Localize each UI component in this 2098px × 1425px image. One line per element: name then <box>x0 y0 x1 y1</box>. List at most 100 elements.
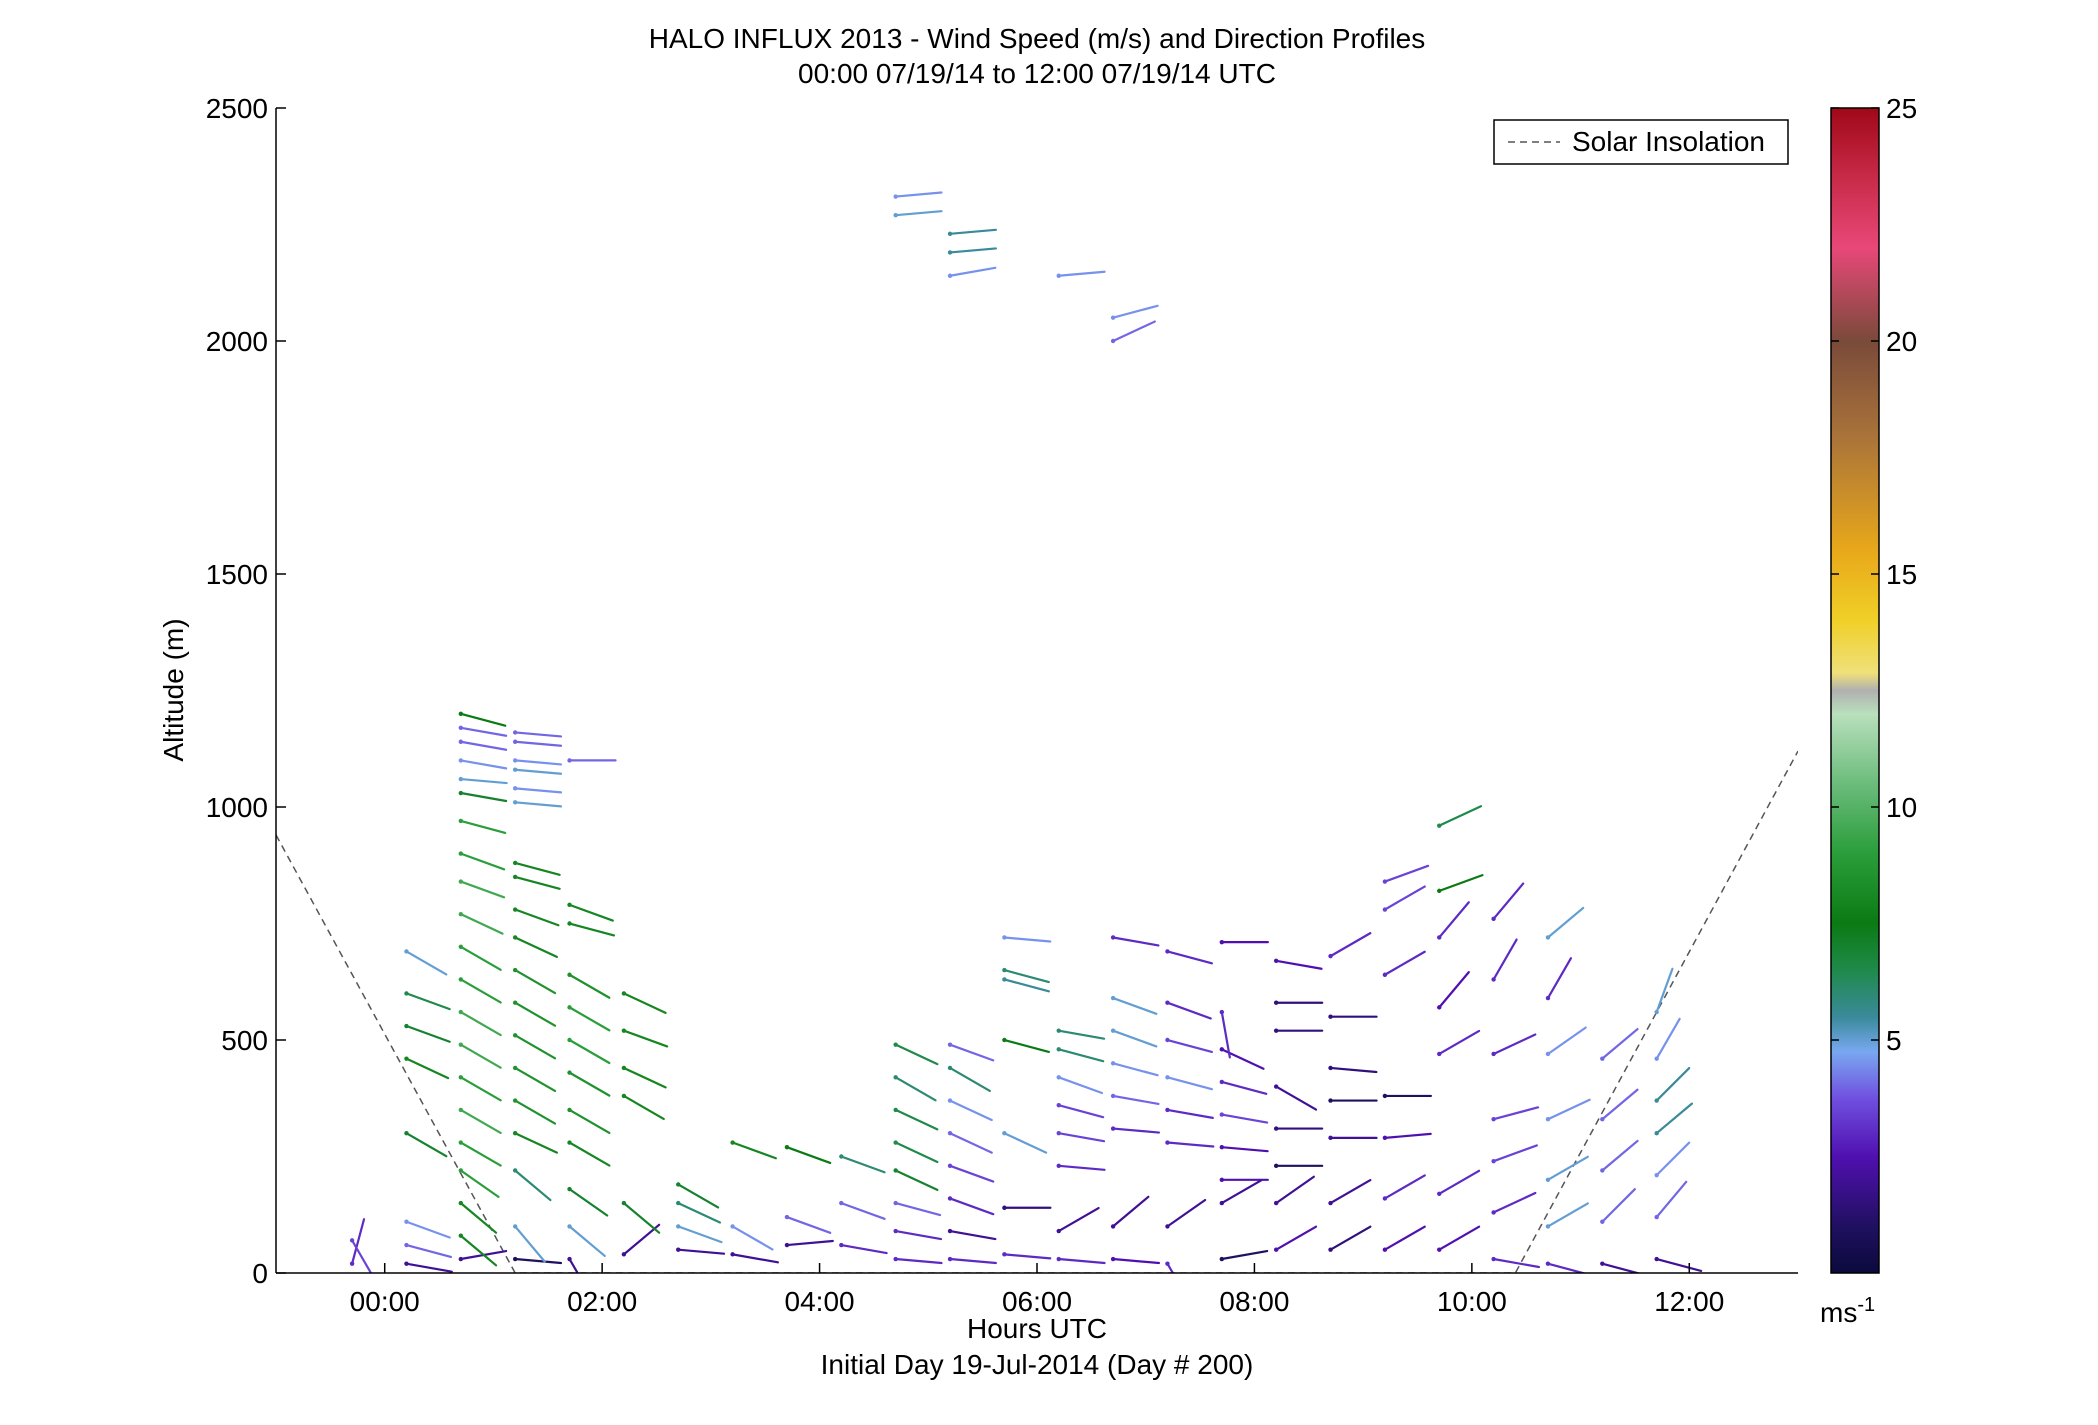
wind-vector-origin <box>458 1140 464 1145</box>
wind-vector-origin <box>1328 1200 1333 1206</box>
wind-vector <box>677 1183 720 1209</box>
colorbar <box>1830 107 1880 1274</box>
wind-vector <box>948 1197 995 1216</box>
wind-vector-origin <box>458 818 464 824</box>
wind-vector <box>894 191 943 198</box>
wind-vector <box>459 712 507 727</box>
wind-vector <box>405 992 451 1011</box>
wind-vector-origin <box>621 1252 627 1257</box>
wind-vector-origin <box>1545 935 1551 940</box>
wind-vector-origin <box>893 1075 898 1080</box>
wind-vector <box>1601 1139 1639 1172</box>
wind-vector <box>894 1108 939 1131</box>
wind-vector-origin <box>1273 1200 1279 1206</box>
wind-vector-origin <box>458 776 464 782</box>
wind-vector-origin <box>1056 1028 1061 1033</box>
wind-vector <box>405 1024 451 1043</box>
wind-vector-origin <box>1600 1168 1605 1173</box>
y-tick-label: 2500 <box>206 93 268 124</box>
wind-vector <box>1220 1249 1269 1261</box>
wind-vector-origin <box>567 1070 572 1075</box>
wind-vector-origin <box>1491 977 1496 982</box>
wind-vector <box>459 978 502 1004</box>
wind-vector <box>1438 805 1483 827</box>
wind-vector-origin <box>567 921 572 926</box>
wind-vector <box>1438 971 1470 1009</box>
wind-vector <box>894 210 943 217</box>
wind-vector-origin <box>567 1005 572 1010</box>
wind-vector-origin <box>947 1098 953 1103</box>
wind-vector-origin <box>1328 953 1333 959</box>
wind-vector <box>459 945 502 971</box>
wind-vector-origin <box>404 1261 409 1266</box>
wind-vector-origin <box>839 1154 844 1159</box>
wind-vector <box>1601 1027 1639 1060</box>
wind-vector-origin <box>839 1242 844 1248</box>
wind-vector <box>1220 1146 1269 1153</box>
wind-vector-origin <box>512 767 518 772</box>
colorbar-tick-label: 10 <box>1886 792 1917 823</box>
wind-vector <box>459 1010 502 1037</box>
wind-vector-origin <box>1654 1009 1659 1015</box>
wind-vector <box>1383 864 1430 883</box>
wind-vector-origin <box>1219 1009 1225 1015</box>
wind-vector-origin <box>458 725 464 730</box>
wind-vector-origin <box>1654 1098 1659 1103</box>
colorbar-unit-text: ms <box>1820 1297 1857 1328</box>
wind-vector-origin <box>512 786 518 791</box>
y-tick-label: 1000 <box>206 792 268 823</box>
wind-vector-origin <box>512 1256 518 1262</box>
wind-vector <box>514 1169 552 1202</box>
wind-vector <box>568 973 611 999</box>
wind-vector-origin <box>458 1075 464 1080</box>
wind-vector <box>1057 1257 1106 1265</box>
wind-vector-origin <box>458 911 464 917</box>
wind-vector <box>1111 320 1156 343</box>
plot-area <box>276 108 1798 1273</box>
wind-vector <box>514 968 557 995</box>
wind-vector <box>1111 1127 1161 1134</box>
wind-vector <box>1003 978 1050 993</box>
wind-vector-origin <box>349 1261 355 1266</box>
wind-vector <box>405 1262 453 1273</box>
wind-vector <box>568 1257 579 1273</box>
wind-vector <box>568 1108 611 1135</box>
wind-vector <box>948 228 997 235</box>
wind-vector-origin <box>1437 888 1442 894</box>
colorbar-tick-label: 20 <box>1886 326 1917 357</box>
wind-vector <box>1329 1225 1372 1251</box>
wind-vector <box>459 726 508 737</box>
wind-vector <box>1383 1132 1432 1139</box>
wind-vector-origin <box>1654 1214 1659 1220</box>
wind-vector <box>1166 1198 1207 1228</box>
wind-vector <box>1111 1195 1150 1228</box>
wind-vector <box>785 1146 832 1165</box>
wind-vector <box>894 1043 939 1066</box>
wind-vector <box>405 1132 448 1158</box>
wind-vector <box>459 740 508 751</box>
wind-vector-origin <box>1110 935 1116 940</box>
wind-vector <box>731 1141 777 1160</box>
wind-vector <box>1655 1257 1703 1273</box>
wind-vector <box>568 1141 611 1167</box>
wind-vector-origin <box>404 991 409 996</box>
wind-vector-origin <box>567 1224 572 1229</box>
wind-vector <box>568 1225 606 1258</box>
wind-vector-origin <box>458 1256 464 1262</box>
wind-vector-origin <box>567 1107 572 1113</box>
wind-vector-origin <box>893 1168 898 1173</box>
wind-vector <box>1492 1191 1537 1214</box>
wind-vector-origin <box>1056 1075 1061 1080</box>
wind-vector-origin <box>404 1242 409 1248</box>
wind-vector-origin <box>947 1228 953 1234</box>
wind-vector-origin <box>1328 1014 1333 1019</box>
wind-vector-origin <box>1165 1140 1170 1145</box>
wind-vector <box>514 1066 557 1093</box>
wind-vector-origin <box>1110 1224 1116 1229</box>
wind-vector-origin <box>730 1140 735 1145</box>
y-tick-label: 2000 <box>206 326 268 357</box>
wind-vector <box>459 1043 502 1069</box>
wind-vector <box>677 1201 722 1224</box>
wind-vector <box>894 1201 942 1217</box>
wind-vector <box>459 777 508 785</box>
